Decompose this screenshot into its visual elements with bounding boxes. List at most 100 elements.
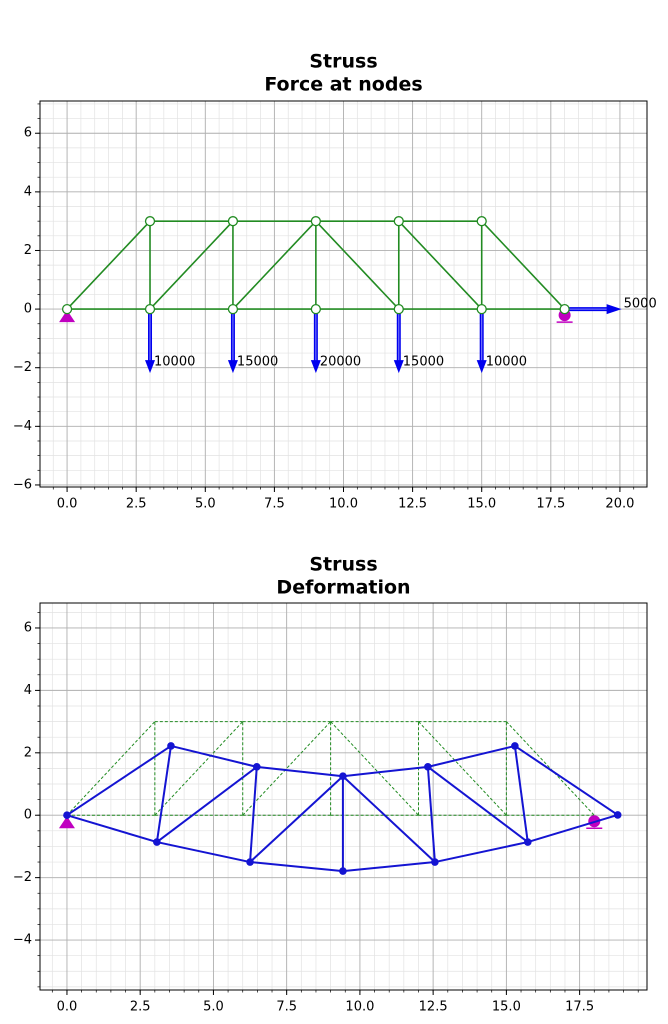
deformed-member xyxy=(66,814,158,844)
node xyxy=(393,216,404,227)
y-tick-label: 6 xyxy=(24,620,32,635)
deformed-node xyxy=(252,763,261,771)
x-tick-label: 12.5 xyxy=(419,1000,448,1015)
node xyxy=(476,303,487,315)
x-tick-label: 10.0 xyxy=(345,1000,374,1015)
deformed-member xyxy=(156,766,258,843)
deformed-member xyxy=(514,745,619,816)
member xyxy=(66,220,151,310)
y-tick-label: 4 xyxy=(24,184,32,199)
member xyxy=(481,220,566,310)
deformed-member xyxy=(427,744,516,768)
deformed-member xyxy=(170,744,258,768)
deformed-member xyxy=(342,861,435,873)
deformed-node xyxy=(167,742,175,750)
member xyxy=(232,220,317,310)
deformed-member xyxy=(156,841,251,864)
x-tick-label: 15.0 xyxy=(467,497,496,512)
x-tick-label: 2.5 xyxy=(130,1000,151,1015)
deformed-node xyxy=(431,858,439,866)
node xyxy=(144,216,156,227)
y-tick-label: 4 xyxy=(24,683,32,698)
load-arrowhead xyxy=(476,360,487,374)
original-member xyxy=(330,721,419,816)
x-tick-label: 7.5 xyxy=(264,497,285,512)
deformed-node xyxy=(153,838,161,846)
node xyxy=(144,303,156,315)
load-label: 5000 xyxy=(624,297,657,312)
chart-title: Struss xyxy=(309,554,377,576)
pin-support xyxy=(59,310,76,323)
x-tick-label: 2.5 xyxy=(126,497,147,512)
load-label: 15000 xyxy=(237,355,278,370)
member xyxy=(149,220,234,310)
x-tick-label: 20.0 xyxy=(605,497,634,512)
deformed-member xyxy=(249,775,344,863)
load-label: 15000 xyxy=(403,355,444,370)
original-member xyxy=(242,721,331,816)
load-label: 20000 xyxy=(320,355,361,370)
x-tick-label: 17.5 xyxy=(536,497,565,512)
y-tick-label: −2 xyxy=(13,360,32,375)
load-arrowhead xyxy=(145,360,156,374)
pin-support xyxy=(58,816,75,829)
plot-frame xyxy=(39,602,648,991)
deformed-node xyxy=(511,742,519,750)
node xyxy=(393,303,404,315)
node xyxy=(559,303,570,315)
deformed-member xyxy=(427,766,529,843)
deformed-node xyxy=(339,772,347,781)
deformed-member xyxy=(66,745,172,817)
load-arrowhead xyxy=(227,360,238,374)
x-tick-label: 15.0 xyxy=(492,1000,521,1015)
x-tick-label: 7.5 xyxy=(276,1000,297,1015)
node xyxy=(310,303,322,315)
deformed-member xyxy=(342,775,436,863)
load-label: 10000 xyxy=(154,355,195,370)
y-tick-label: −4 xyxy=(13,933,32,948)
member xyxy=(315,220,400,310)
x-tick-label: 5.0 xyxy=(195,497,216,512)
deformed-member xyxy=(249,861,344,873)
deformed-member xyxy=(527,813,618,844)
load-arrowhead xyxy=(606,304,622,315)
y-tick-label: 0 xyxy=(24,808,32,823)
original-member xyxy=(506,721,595,816)
node xyxy=(227,303,239,315)
node xyxy=(227,216,239,227)
deformed-node xyxy=(339,867,347,875)
deformed-node xyxy=(246,858,254,866)
deformed-member xyxy=(342,765,428,778)
y-tick-label: 6 xyxy=(24,126,32,141)
x-tick-label: 17.5 xyxy=(565,1000,594,1015)
x-tick-label: 5.0 xyxy=(203,1000,224,1015)
x-tick-label: 0.0 xyxy=(57,1000,78,1015)
load-arrowhead xyxy=(310,360,321,374)
deformed-member xyxy=(249,766,258,863)
deformed-node xyxy=(63,811,71,820)
original-member xyxy=(66,721,156,816)
y-tick-label: −4 xyxy=(13,419,32,434)
y-tick-label: 2 xyxy=(24,745,32,760)
deformed-node xyxy=(523,838,532,846)
plot-frame xyxy=(39,100,648,488)
original-member xyxy=(154,721,244,816)
node xyxy=(310,216,322,227)
node xyxy=(476,216,487,227)
deformed-member xyxy=(513,745,529,843)
y-tick-label: −6 xyxy=(13,477,32,492)
y-tick-label: 2 xyxy=(24,243,32,258)
deformed-member xyxy=(434,841,528,864)
chart-subtitle: Deformation xyxy=(276,577,410,599)
deformed-node xyxy=(424,763,432,771)
deformed-member xyxy=(155,745,172,843)
node xyxy=(61,303,73,315)
deformed-member xyxy=(256,765,344,778)
load-label: 10000 xyxy=(486,355,527,370)
load-arrowhead xyxy=(393,360,404,374)
deformed-node xyxy=(613,811,622,819)
deformed-member xyxy=(426,766,436,863)
x-tick-label: 10.0 xyxy=(329,497,358,512)
